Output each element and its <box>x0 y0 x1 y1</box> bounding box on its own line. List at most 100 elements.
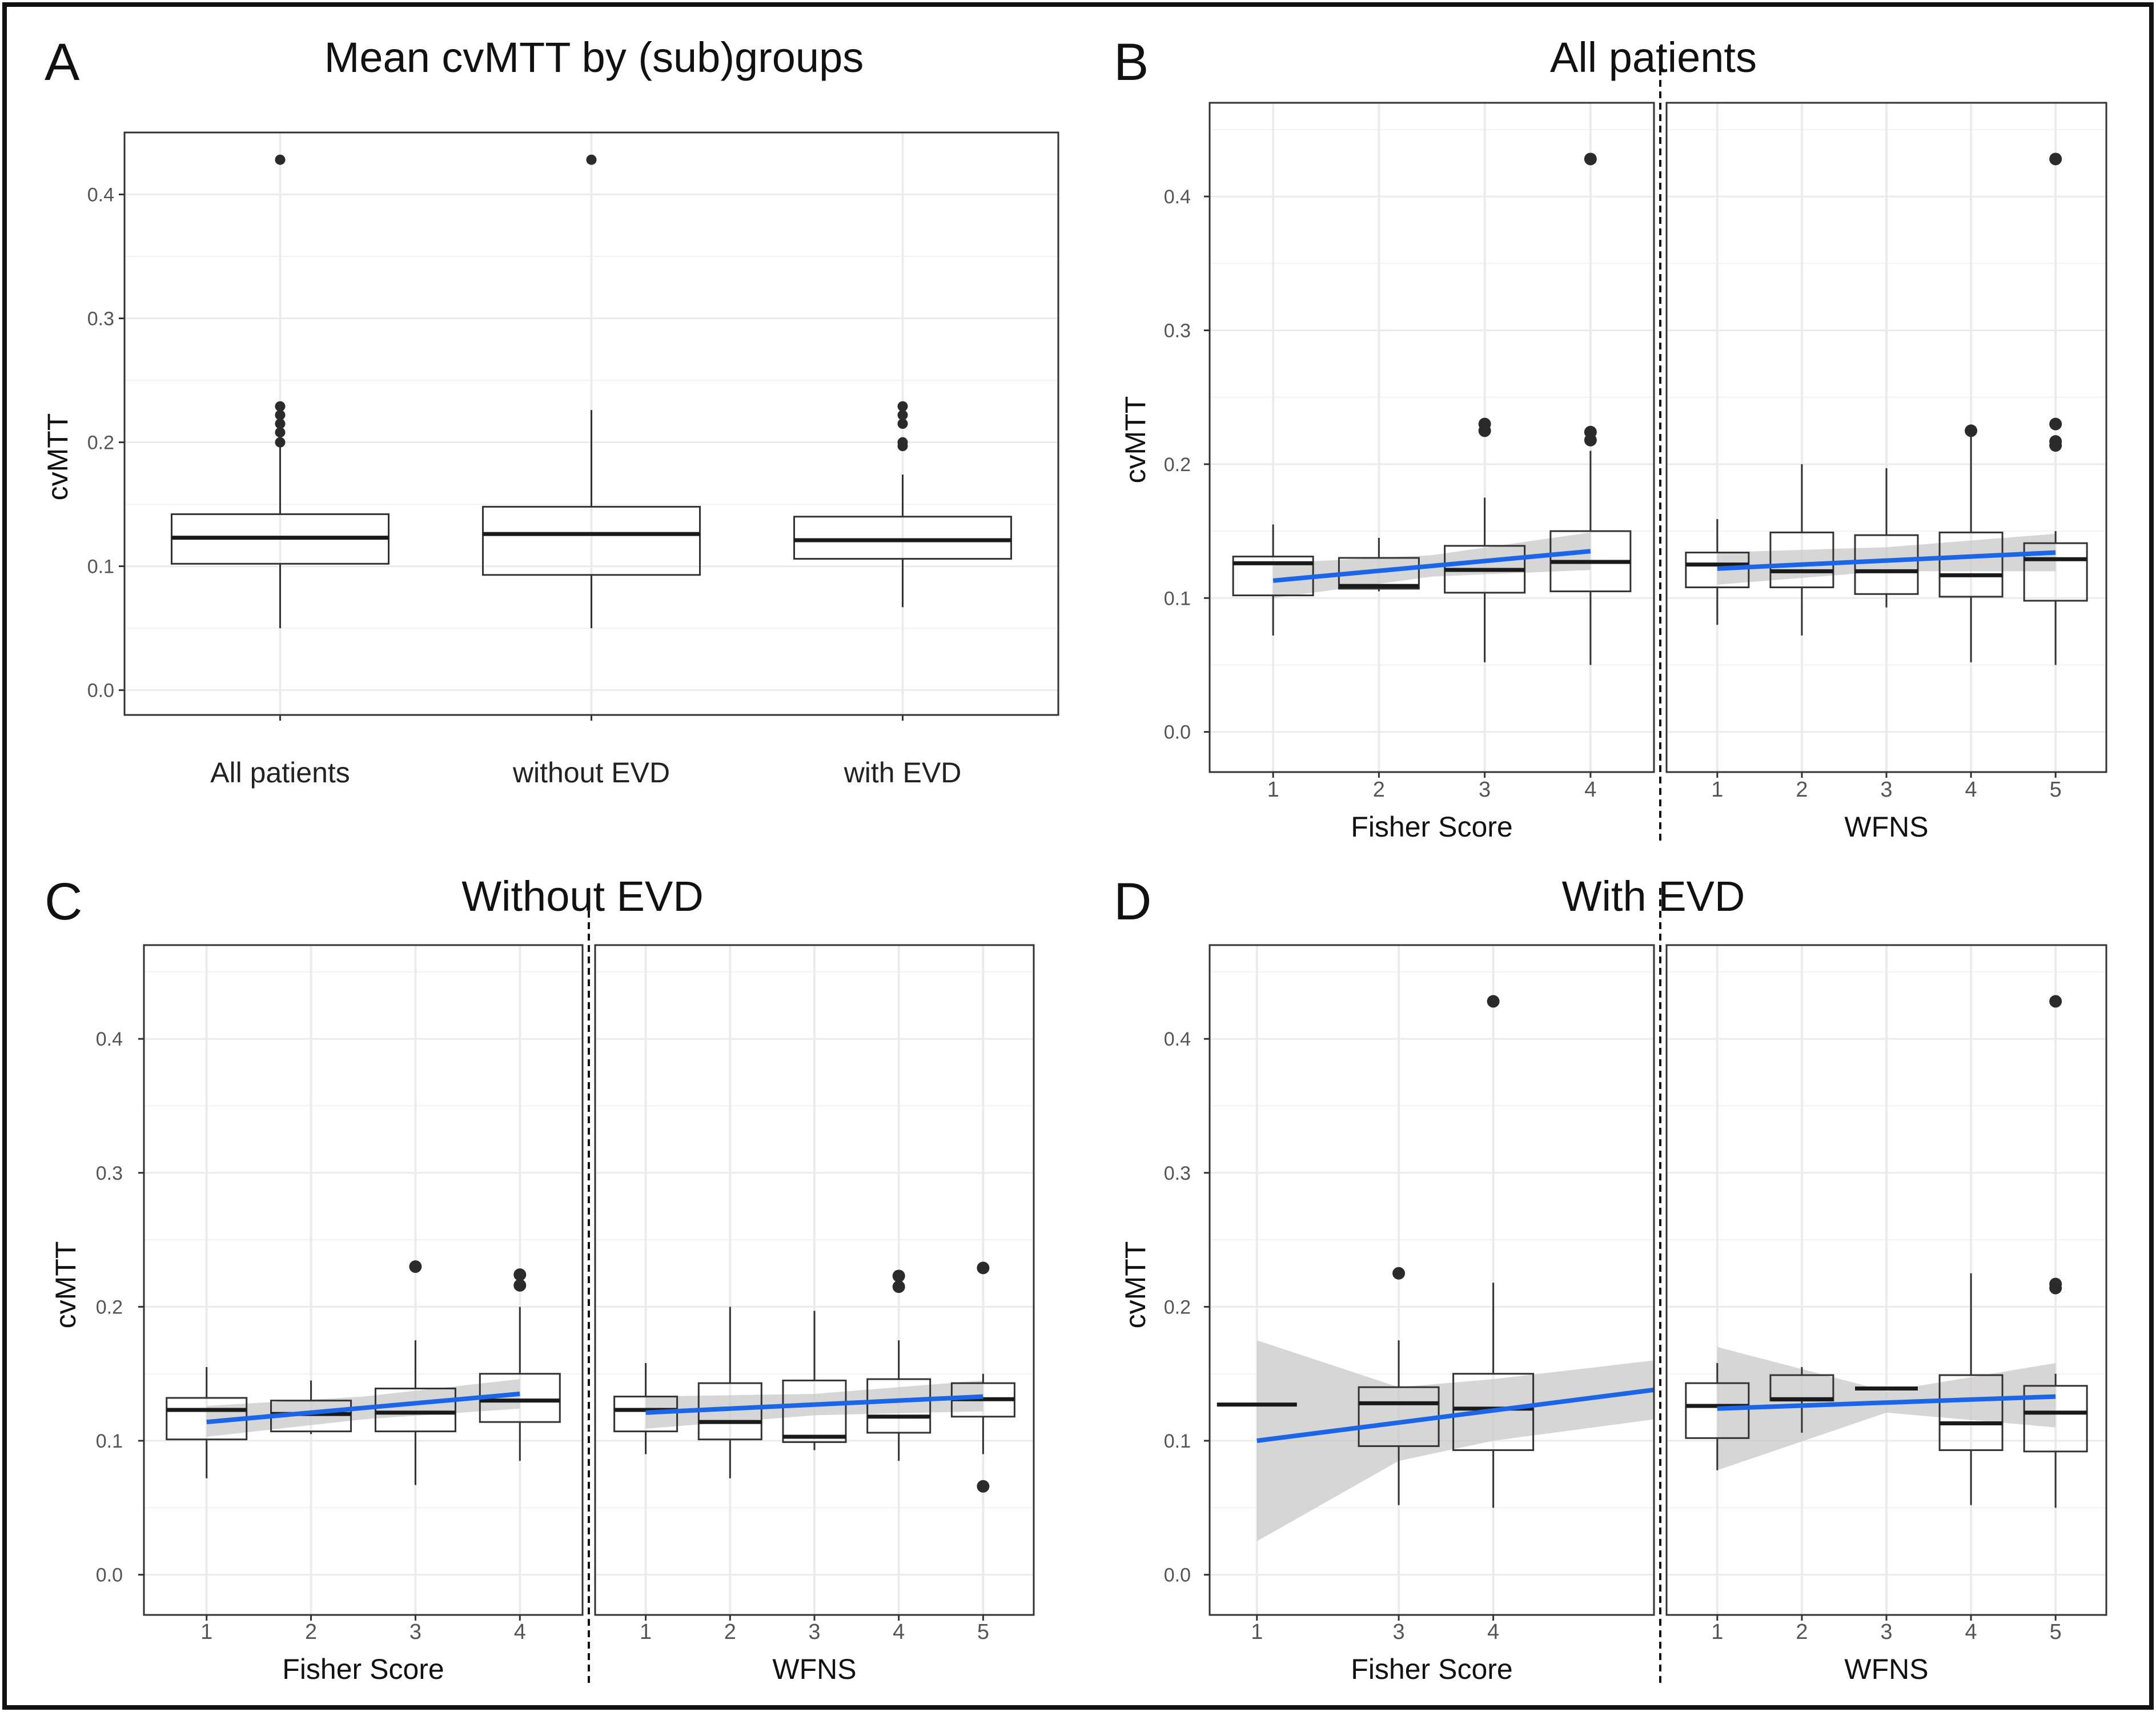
panel-C-facet2-box-4 <box>866 1269 932 1461</box>
panel-A-facet1-box-1-outlier <box>275 437 286 448</box>
panel-C-facet2-box-1-iqr <box>613 1396 678 1433</box>
panel-D-facet1-box-3-iqr <box>1452 1373 1535 1451</box>
panel-B-facet2-xtick-label: 3 <box>1880 778 1892 802</box>
panel-A: A Mean cvMTT by (sub)groups cvMTT 0.0 0.1… <box>42 33 1059 789</box>
panel-B-facet2-box-1 <box>1685 519 1750 625</box>
panel-D-facet1-fit-line <box>1256 1387 1655 1443</box>
panel-B-facet2-xtick-label: 1 <box>1711 778 1723 802</box>
panel-C-facet2-box-3-iqr <box>782 1379 847 1443</box>
panel-B-facet1-box-3 <box>1444 417 1526 662</box>
panel-C-facet1-xtick-label: 4 <box>514 1620 526 1644</box>
panel-B-facet2-box-5-outlier <box>2049 417 2062 431</box>
panel-D-facet2-xtick-label: 5 <box>2050 1620 2062 1644</box>
panel-B-facet1-box-4-outlier <box>1584 425 1597 439</box>
panel-C: C Without EVD cvMTT 0.0 0.1 0.2 0.3 0.4 1 2 3 4 F… <box>45 873 1035 1685</box>
panel-D-letter: D <box>1114 873 1151 931</box>
panel-C-facet1-box-3-outlier <box>409 1260 422 1273</box>
panel-B-ytick-label: 0.3 <box>1164 320 1191 341</box>
panel-D-facet1-box-2-outlier <box>1392 1267 1406 1280</box>
panel-D-facet1-frame <box>1209 944 1655 1616</box>
panel-C-ytick-label: 0.4 <box>96 1028 123 1050</box>
panel-A-facet1-box-1-outlier <box>275 427 286 438</box>
panel-B-facet1-xtick-label: 2 <box>1373 778 1385 802</box>
panel-D-facet1-confidence-ribbon <box>1256 1340 1654 1541</box>
panel-D-ytick-label: 0.3 <box>1164 1163 1191 1184</box>
panel-B-ytick-label: 0.4 <box>1164 186 1191 208</box>
panel-C-facet2-box-4-iqr <box>866 1378 932 1434</box>
panel-A-ytick-label: 0.0 <box>87 680 114 702</box>
panel-C-ytick-label: 0.0 <box>96 1565 123 1586</box>
panel-A-facet1-box-3-outlier <box>897 419 908 429</box>
panel-B-title: All patients <box>1550 34 1757 81</box>
panel-C-facet1-xlabel: Fisher Score <box>282 1653 444 1685</box>
panel-B-facet2-box-5-outlier <box>2049 152 2062 166</box>
panel-A-facet1-box-3-outlier <box>897 437 908 448</box>
panel-A-ytick-label: 0.2 <box>87 432 114 454</box>
panel-D-facet1-xtick-label: 4 <box>1487 1620 1499 1644</box>
panel-B-facet2-fit-line <box>1717 550 2056 571</box>
panel-B-facet2-box-2-iqr <box>1769 531 1834 589</box>
panel-B-facet2-box-5 <box>2023 152 2088 665</box>
panel-C-facet1-box-3-iqr <box>374 1388 456 1433</box>
panel-C-facet1-xtick-label: 1 <box>200 1620 212 1644</box>
panel-D-facet2-box-5 <box>2023 995 2088 1508</box>
panel-D-facet2-box-5-outlier <box>2049 1277 2062 1291</box>
panel-B-facet1-frame <box>1209 102 1655 773</box>
panel-C-title: Without EVD <box>461 873 704 920</box>
panel-A-facet1-box-1-outlier <box>275 154 286 165</box>
panel-B-facet2-box-3 <box>1854 468 1919 608</box>
panel-C-facet1-xtick-label: 3 <box>409 1620 421 1644</box>
panel-C-facet1-background <box>144 945 583 1615</box>
panel-A-facet1-box-1 <box>171 154 390 629</box>
panel-D-facet2-box-5-outlier <box>2049 995 2062 1008</box>
panel-B-facet1-fit-line <box>1272 549 1591 583</box>
panel-B-facet1-xlabel: Fisher Score <box>1351 811 1512 843</box>
panel-D-facet1-xtick-label: 1 <box>1251 1620 1263 1644</box>
panel-D-facet2-box-1-iqr <box>1685 1382 1750 1439</box>
panel-D-ytick-label: 0.1 <box>1164 1430 1191 1452</box>
panel-A-facet1-box-3-iqr <box>793 516 1012 560</box>
panel-C-facet2-xtick-label: 4 <box>893 1620 905 1644</box>
panel-D-facet2-box-5-iqr <box>2023 1385 2088 1453</box>
panel-D-facet2-xtick-label: 1 <box>1711 1620 1723 1644</box>
panel-D-ylabel: cvMTT <box>1119 1241 1151 1329</box>
panel-D-ytick-label: 0.0 <box>1164 1565 1191 1586</box>
panel-C-ylabel: cvMTT <box>50 1241 82 1329</box>
panel-B-facet2-box-4-outlier <box>1965 424 1978 437</box>
panel-C-facet1-xtick-label: 2 <box>305 1620 317 1644</box>
panel-D-ytick-label: 0.2 <box>1164 1296 1191 1318</box>
panel-A-letter: A <box>45 33 80 91</box>
panel-D-facet1-xlabel: Fisher Score <box>1351 1653 1512 1685</box>
panel-C-facet2-xtick-label: 2 <box>724 1620 736 1644</box>
panel-B-ytick-label: 0.2 <box>1164 454 1191 476</box>
panel-C-facet2-xlabel: WFNS <box>772 1653 856 1685</box>
panel-B-ytick-label: 0.0 <box>1164 722 1191 744</box>
panel-B-facet2-xlabel: WFNS <box>1844 811 1928 843</box>
panel-C-facet2-box-3 <box>782 1311 847 1450</box>
panel-C-facet2-box-4-outlier <box>892 1269 905 1283</box>
panel-A-ytick-label: 0.4 <box>87 184 114 206</box>
panel-B-facet1-xtick-label: 3 <box>1479 778 1491 802</box>
panel-C-facet2-xtick-label: 5 <box>977 1620 989 1644</box>
panel-D-facet2-box-4 <box>1938 1273 2004 1505</box>
panel-C-facet2-xtick-label: 1 <box>640 1620 652 1644</box>
panel-B-facet1-box-4 <box>1549 152 1632 665</box>
panel-D-facet2-xtick-label: 3 <box>1880 1620 1892 1644</box>
panel-A-title: Mean cvMTT by (sub)groups <box>324 34 864 81</box>
panel-A-facet1-box-1-outlier <box>275 409 286 420</box>
panel-A-facet1-box-3-outlier <box>897 401 908 412</box>
panel-A-facet1-xtick-label: All patients <box>210 757 350 789</box>
panel-B-facet2-xtick-label: 4 <box>1965 778 1977 802</box>
panel-B-facet2-box-4-iqr <box>1938 531 2004 598</box>
panel-B-facet2-xtick-label: 5 <box>2050 778 2062 802</box>
panel-C-facet1-box-4-outlier <box>513 1279 527 1292</box>
panel-D: D With EVD cvMTT 0.0 0.1 0.2 0.3 0.4 1 3 4 Fishe… <box>1114 873 2107 1685</box>
panel-B-facet1-box-3-outlier <box>1478 417 1491 431</box>
panel-A-facet1-box-2-outlier <box>586 154 597 165</box>
panel-C-letter: C <box>45 873 82 931</box>
panel-C-facet2-box-4-outlier <box>892 1280 905 1293</box>
panel-B-facet1-background <box>1210 103 1654 772</box>
panel-C-facet2-box-5-outlier <box>977 1261 990 1275</box>
panel-C-facet2-xtick-label: 3 <box>808 1620 820 1644</box>
